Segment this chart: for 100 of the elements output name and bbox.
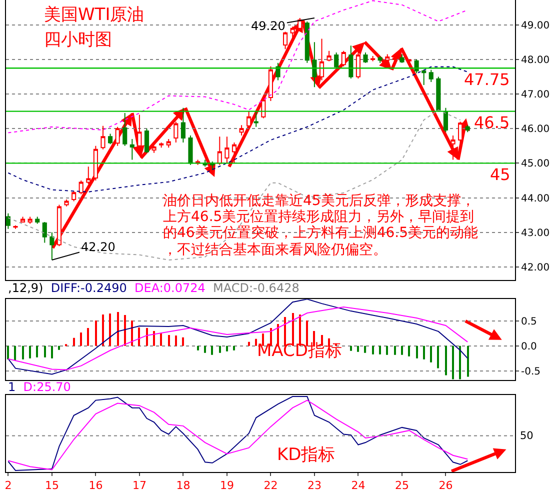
candlestick: [298, 17, 302, 31]
bar: [350, 346, 352, 351]
bar: [197, 346, 199, 350]
bar: [160, 333, 162, 346]
candlestick: [385, 54, 390, 64]
bar: [14, 346, 16, 360]
candlestick: [392, 56, 397, 62]
chart-title: ,12,9): [8, 281, 44, 295]
bar: [109, 314, 111, 346]
bar: [292, 313, 294, 346]
bar: [248, 342, 250, 346]
candlestick: [224, 136, 230, 164]
bar: [211, 346, 213, 355]
x-tick-label: 15: [44, 479, 59, 492]
candlestick: [166, 138, 171, 148]
bar: [430, 346, 432, 362]
text: 四小时图: [44, 30, 112, 50]
x-tick-label: 16: [88, 479, 103, 492]
bar: [182, 337, 184, 346]
candlestick: [115, 126, 120, 146]
candlestick: [341, 50, 346, 67]
candlestick: [348, 45, 354, 79]
bar: [124, 315, 126, 346]
candlestick: [246, 110, 252, 130]
candlestick: [217, 136, 222, 166]
candlestick: [378, 56, 382, 64]
bar: [95, 320, 97, 346]
y-tick-label: 47.00: [521, 90, 550, 101]
candlestick: [406, 58, 412, 64]
candlestick: [268, 66, 273, 102]
bar: [36, 346, 38, 358]
candlestick: [28, 216, 32, 224]
bar: [299, 314, 301, 346]
y-tick-label: 44.00: [521, 193, 550, 204]
bar: [401, 346, 403, 355]
candlestick: [72, 190, 76, 202]
y-tick-label: 0.5: [521, 316, 537, 328]
x-tick-label: 25: [394, 479, 409, 492]
bar: [416, 346, 418, 358]
annotation: 的46美元位置突破，上方料有上测46.5美元的动能: [163, 225, 478, 241]
x-tick-label: 22: [264, 479, 278, 492]
bar: [459, 346, 461, 380]
annotation: 49.20: [251, 19, 286, 33]
bar: [80, 332, 82, 346]
bar: [7, 346, 9, 360]
candlestick: [400, 54, 404, 64]
candlestick: [232, 142, 237, 164]
candlestick: [436, 76, 441, 112]
candlestick: [363, 52, 368, 64]
bar: [87, 328, 89, 346]
candlestick: [159, 142, 164, 148]
candlestick: [93, 145, 98, 181]
bar: [51, 346, 53, 358]
bar: [102, 314, 104, 346]
bar: [262, 333, 264, 346]
bar: [219, 346, 221, 353]
bar: [394, 346, 396, 355]
y-tick-label: 46.00: [521, 124, 550, 136]
bar: [117, 312, 119, 346]
text: MACD:-0.6428: [213, 281, 300, 295]
ref-line-label: 45: [490, 165, 510, 184]
bar: [452, 346, 454, 380]
candlestick: [64, 199, 69, 207]
bar: [306, 320, 308, 346]
ref-line-label: 46.5: [474, 113, 510, 132]
x-tick-label: 18: [176, 479, 190, 492]
text: D:25.70: [23, 380, 71, 394]
text: DEA:0.0724: [134, 281, 206, 295]
bar: [408, 346, 410, 356]
bar: [138, 327, 140, 346]
bar: [386, 346, 388, 355]
candlestick: [20, 216, 26, 222]
candlestick: [290, 26, 295, 40]
y-tick-label: 42.00: [521, 262, 550, 274]
candlestick: [239, 124, 244, 136]
annotation: ，不过结合基本面来看风险仍偏空。: [163, 242, 387, 258]
y-tick-label: -0.5: [521, 366, 541, 378]
candlestick: [326, 50, 332, 62]
candlestick: [428, 69, 434, 82]
bar: [357, 346, 359, 352]
candlestick: [304, 20, 310, 64]
bar: [153, 330, 155, 346]
candlestick: [254, 110, 258, 128]
candlestick: [414, 58, 419, 74]
bar: [73, 338, 75, 346]
text: 1: [8, 380, 16, 394]
candlestick: [180, 107, 186, 143]
bar: [131, 320, 133, 346]
candlestick: [108, 133, 113, 145]
candlestick: [13, 224, 18, 230]
candlestick: [370, 56, 376, 62]
x-tick-label: 24: [351, 479, 366, 492]
y-tick-label: 45.00: [521, 158, 550, 170]
bar: [146, 328, 148, 346]
candlestick: [35, 216, 40, 224]
candlestick: [122, 112, 128, 146]
candlestick: [152, 145, 156, 154]
candlestick: [465, 124, 470, 133]
x-tick-label: 23: [307, 479, 322, 492]
annotation: 油价日内低开低走靠近45美元后反弹，形成支撑，: [163, 193, 475, 209]
